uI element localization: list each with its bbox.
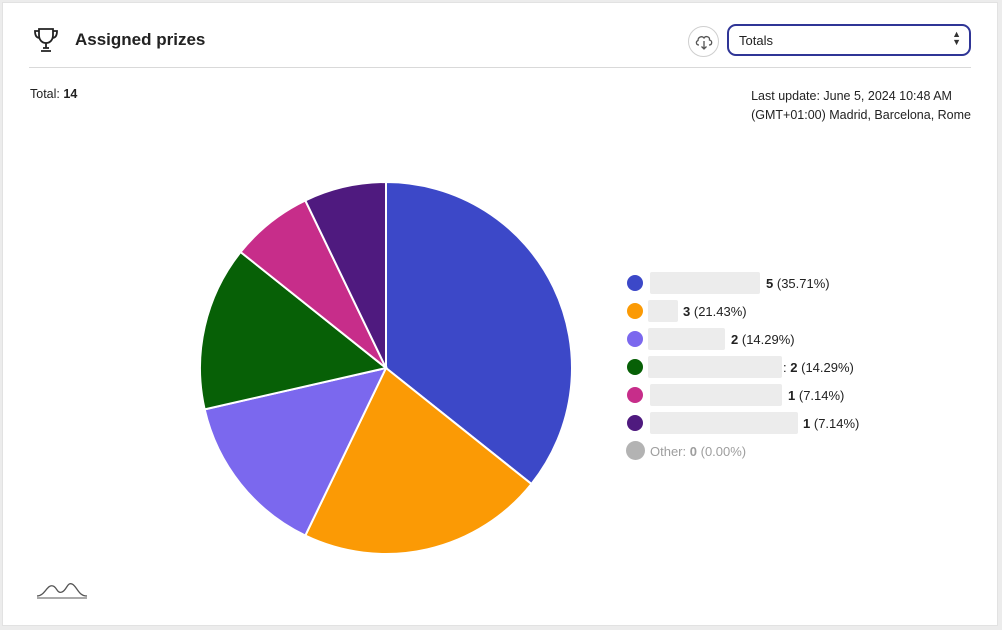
legend-value: 3 (21.43%) (683, 304, 747, 319)
total-label: Total: (30, 87, 60, 101)
card-header: Assigned prizes Totals ▲ ▼ (29, 23, 971, 68)
total-summary: Total: 14 (30, 87, 77, 101)
legend-item-other[interactable]: Other: 0 (0.00%) (623, 437, 923, 465)
legend-item-4[interactable]: : 2 (14.29%) (623, 353, 923, 381)
legend-item-2[interactable]: 3 (21.43%) (623, 297, 923, 325)
legend-value: 1 (7.14%) (788, 388, 845, 403)
legend-value: 1 (7.14%) (803, 416, 860, 431)
legend-item-5[interactable]: 1 (7.14%) (623, 381, 923, 409)
legend-dot (626, 441, 645, 460)
legend-label-redacted (650, 272, 760, 294)
card-title: Assigned prizes (75, 30, 206, 49)
legend-value: 5 (35.71%) (766, 276, 830, 291)
legend-value: : 2 (14.29%) (783, 360, 854, 375)
legend-other-label: Other: 0 (0.00%) (650, 444, 747, 459)
sparkline-logo-icon (35, 578, 89, 600)
legend-value: 2 (14.29%) (731, 332, 795, 347)
legend-dot (627, 275, 643, 291)
pie-slice-2[interactable] (303, 366, 533, 555)
total-value: 14 (63, 87, 78, 101)
trophy-icon (31, 25, 61, 55)
legend-label-redacted (648, 300, 678, 322)
download-button[interactable] (688, 26, 719, 57)
pie-slice-6[interactable] (303, 180, 387, 369)
legend: 5 (35.71%) 3 (21.43%) 2 (14.29%) : 2 (14… (623, 269, 923, 465)
last-update-timezone: (GMT+01:00) Madrid, Barcelona, Rome (751, 108, 971, 122)
pie-chart (199, 180, 573, 555)
period-select[interactable]: Totals ▲ ▼ (727, 24, 971, 56)
legend-item-1[interactable]: 5 (35.71%) (623, 269, 923, 297)
legend-dot (627, 415, 643, 431)
legend-item-3[interactable]: 2 (14.29%) (623, 325, 923, 353)
legend-label-redacted (648, 328, 725, 350)
legend-label-redacted (650, 384, 782, 406)
legend-dot (627, 387, 643, 403)
period-select-value: Totals (739, 33, 773, 48)
pie-slice-4[interactable] (199, 250, 389, 411)
pie-slice-1[interactable] (385, 180, 573, 486)
legend-label-redacted (648, 356, 782, 378)
legend-dot (627, 303, 643, 319)
legend-dot (627, 331, 643, 347)
legend-label-redacted (650, 412, 798, 434)
legend-dot (627, 359, 643, 375)
last-update-date: Last update: June 5, 2024 10:48 AM (751, 89, 952, 103)
select-arrows-icon: ▲ ▼ (952, 29, 961, 47)
pie-slice-3[interactable] (203, 366, 388, 537)
last-update: Last update: June 5, 2024 10:48 AM (GMT+… (751, 87, 971, 125)
legend-item-6[interactable]: 1 (7.14%) (623, 409, 923, 437)
